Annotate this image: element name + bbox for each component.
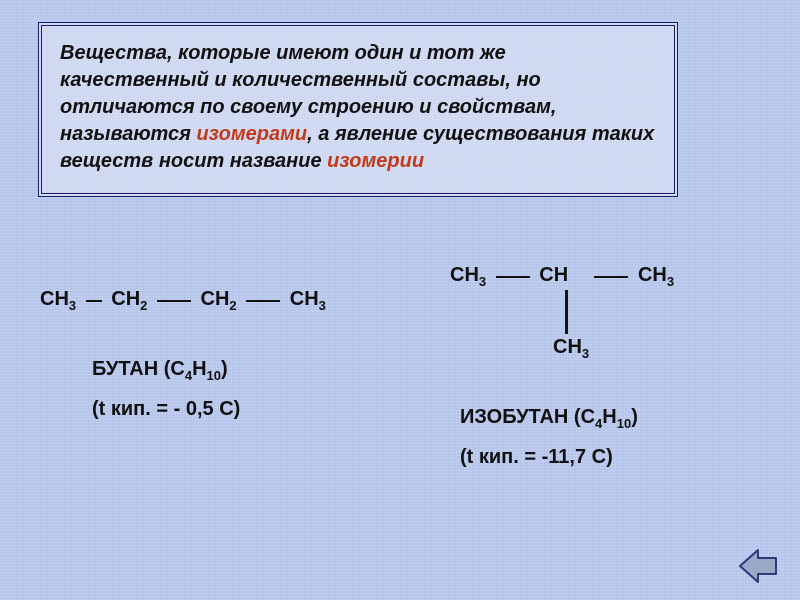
sub10: 10	[617, 416, 631, 431]
frag-sub3: 3	[582, 346, 589, 361]
frag-sub3: 3	[667, 274, 674, 289]
frag-ch3: CH	[638, 264, 667, 286]
frag-ch3-branch: CH	[553, 336, 582, 358]
close-paren: )	[631, 406, 638, 428]
bond-icon	[246, 300, 280, 302]
frag-sub2: 2	[140, 298, 147, 313]
isobutane-branch: CH3	[553, 336, 589, 361]
bond-icon	[594, 276, 628, 278]
frag-ch2: CH	[111, 288, 140, 310]
sub4: 4	[185, 368, 192, 383]
butane-label: БУТАН (С	[92, 358, 185, 380]
def-word-isomers: изомерами	[196, 123, 307, 145]
bond-icon	[157, 300, 191, 302]
frag-ch3: CH	[290, 288, 319, 310]
bond-icon	[496, 276, 530, 278]
frag-ch3: CH	[40, 288, 69, 310]
bond-vertical-icon	[565, 290, 568, 334]
definition-text: Вещества, которые имеют один и тот же ка…	[60, 40, 656, 175]
isobutane-label: ИЗОБУТАН (С	[460, 406, 595, 428]
h-label: Н	[192, 358, 206, 380]
bond-icon	[86, 300, 102, 302]
arrow-left-icon	[738, 548, 778, 584]
frag-sub3: 3	[69, 298, 76, 313]
isobutane-name: ИЗОБУТАН (С4Н10)	[460, 406, 638, 431]
frag-ch: CH	[539, 264, 568, 286]
def-word-isomerism: изомерии	[327, 150, 424, 172]
frag-sub3: 3	[319, 298, 326, 313]
frag-ch2: CH	[201, 288, 230, 310]
isobutane-structure: CH3 CH CH3	[450, 264, 674, 289]
h-label: Н	[602, 406, 616, 428]
frag-ch3: CH	[450, 264, 479, 286]
frag-sub2: 2	[229, 298, 236, 313]
isobutane-bp: (t кип. = -11,7 С)	[460, 446, 613, 469]
prev-slide-button[interactable]	[738, 548, 778, 584]
butane-name: БУТАН (С4Н10)	[92, 358, 228, 383]
definition-box: Вещества, которые имеют один и тот же ка…	[38, 22, 678, 197]
butane-bp: (t кип. = - 0,5 С)	[92, 398, 240, 421]
butane-structure: CH3 CH2 CH2 CH3	[40, 288, 326, 313]
sub10: 10	[207, 368, 221, 383]
close-paren: )	[221, 358, 228, 380]
frag-sub3: 3	[479, 274, 486, 289]
